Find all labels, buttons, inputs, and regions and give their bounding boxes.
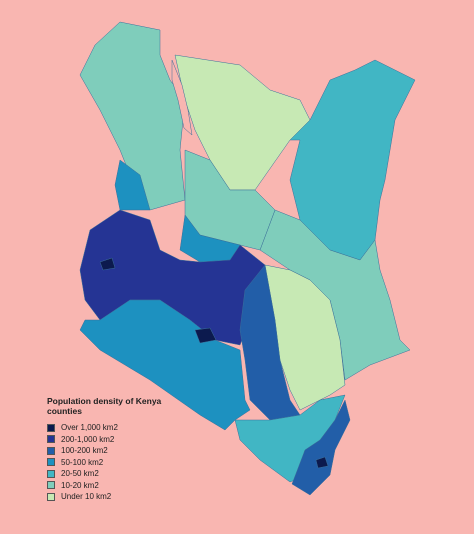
legend-item: 200-1,000 km2 — [47, 434, 177, 446]
legend: Population density of Kenya counties Ove… — [47, 396, 177, 503]
legend-items: Over 1,000 km2 200-1,000 km2 100-200 km2 50… — [47, 422, 177, 503]
legend-label: 100-200 km2 — [61, 446, 108, 456]
legend-item: Over 1,000 km2 — [47, 422, 177, 434]
region — [174, 54, 311, 191]
legend-label: 200-1,000 km2 — [61, 434, 115, 444]
legend-swatch — [47, 435, 55, 444]
region — [194, 327, 217, 344]
region — [114, 159, 151, 211]
region — [99, 257, 116, 271]
region — [289, 59, 416, 261]
legend-label: 20-50 km2 — [61, 469, 99, 479]
legend-item: 100-200 km2 — [47, 445, 177, 457]
legend-swatch — [47, 423, 55, 432]
legend-swatch — [47, 492, 55, 501]
region — [79, 21, 186, 211]
legend-item: 50-100 km2 — [47, 457, 177, 469]
legend-label: Under 10 km2 — [61, 492, 112, 502]
region — [315, 456, 329, 469]
legend-swatch — [47, 469, 55, 478]
lake — [171, 59, 193, 136]
legend-item: 10-20 km2 — [47, 480, 177, 492]
region — [291, 399, 351, 496]
legend-label: 50-100 km2 — [61, 457, 104, 467]
region — [79, 299, 251, 431]
legend-item: Under 10 km2 — [47, 491, 177, 503]
legend-label: Over 1,000 km2 — [61, 423, 118, 433]
legend-title: Population density of Kenya counties — [47, 396, 162, 416]
legend-label: 10-20 km2 — [61, 480, 99, 490]
legend-swatch — [47, 446, 55, 455]
legend-item: 20-50 km2 — [47, 468, 177, 480]
legend-swatch — [47, 481, 55, 490]
legend-swatch — [47, 458, 55, 467]
